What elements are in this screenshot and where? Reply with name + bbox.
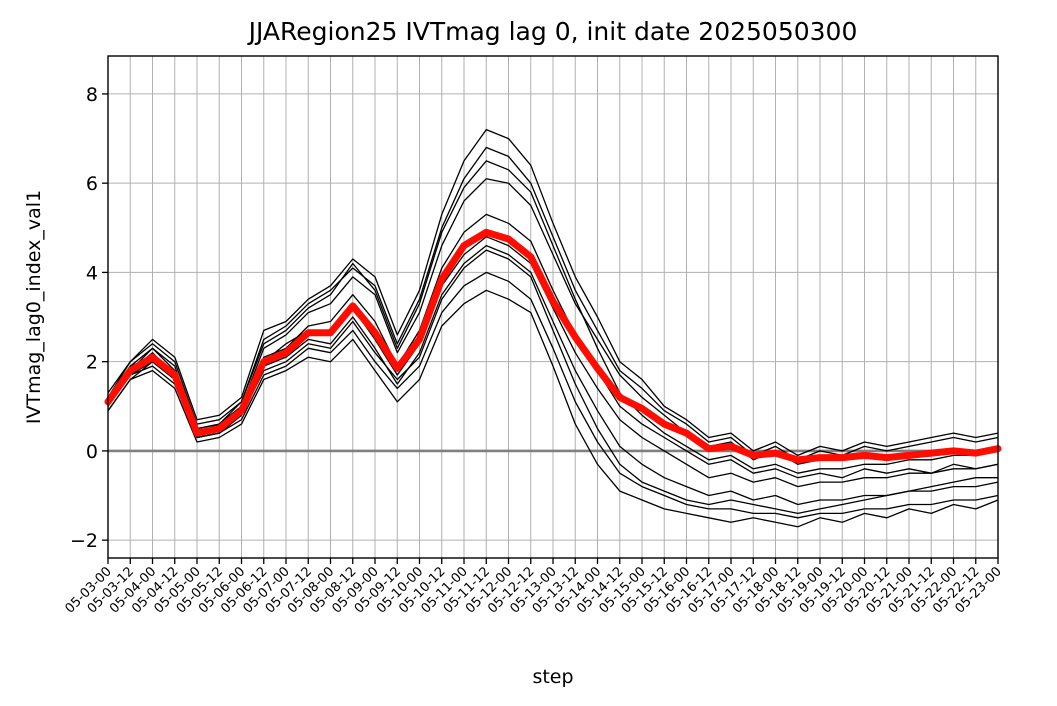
member-line: [107, 160, 999, 474]
x-ticks: 05-03-0005-03-1205-04-0005-04-1205-05-00…: [62, 558, 1005, 617]
member-line: [107, 128, 999, 457]
y-axis-label: IVTmag_lag0_index_val1: [23, 190, 45, 424]
member-line: [107, 289, 999, 528]
member-line: [107, 146, 999, 461]
x-axis-label: step: [532, 666, 573, 688]
y-tick-label: −2: [70, 530, 98, 552]
y-tick-label: 8: [86, 84, 98, 106]
y-tick-label: 2: [86, 352, 98, 374]
y-tick-label: 0: [86, 441, 98, 463]
ensemble-mean: [104, 228, 1002, 464]
chart-title: JJARegion25 IVTmag lag 0, init date 2025…: [247, 17, 858, 46]
y-tick-label: 4: [86, 262, 98, 284]
y-ticks: −2 0 2 4 6 8: [70, 84, 108, 552]
member-line: [107, 271, 999, 519]
grid: [107, 56, 999, 558]
y-tick-label: 6: [86, 173, 98, 195]
mean-line: [104, 228, 1002, 464]
